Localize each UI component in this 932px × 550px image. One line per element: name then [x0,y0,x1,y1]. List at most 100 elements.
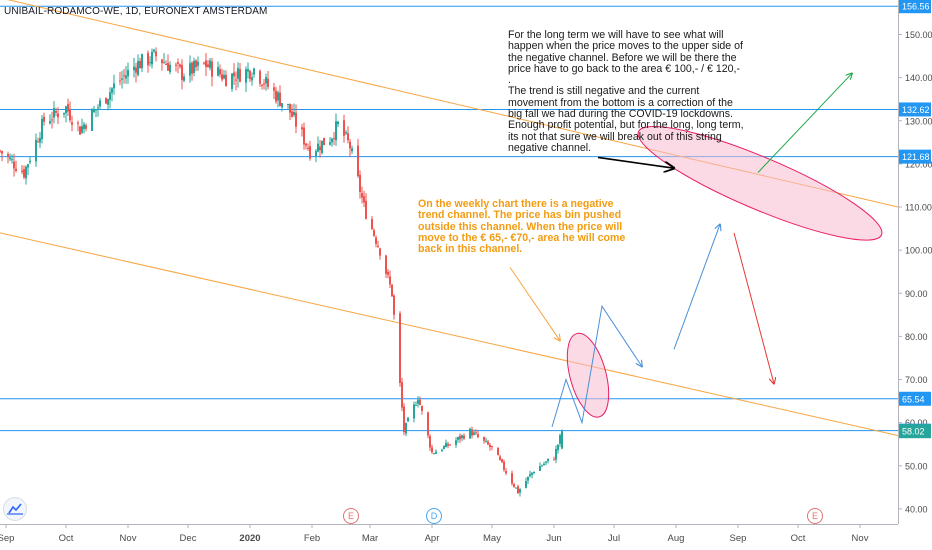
candle-body [407,417,409,422]
candle-body [15,168,17,171]
candle-body [349,141,351,149]
time-tick-label: Jun [546,533,561,544]
candle-body [431,447,433,453]
earnings-event-icon[interactable]: E [343,508,359,524]
candle-body [217,66,219,76]
candle-body [247,69,249,72]
price-tick-label: 80.00 [905,332,928,342]
time-tick-label: Sep [730,533,747,544]
time-tick-label: Nov [120,533,137,544]
candle-body [515,487,517,489]
candle-body [365,200,367,219]
candle-body [263,83,265,85]
candle-body [177,62,179,64]
time-tick-label: 2020 [239,533,260,544]
candle-body [0,150,1,152]
candle-body [315,150,317,157]
price-label: 65.54 [902,394,925,404]
candle-body [93,109,95,113]
candle-body [151,51,153,65]
time-tick-label: Oct [59,533,74,544]
candle-body [459,435,461,440]
candle-body [281,103,283,108]
candle-body [1,151,3,154]
candle-body [393,295,395,315]
candle-body [343,120,345,136]
candle-body [511,473,513,484]
candle-body [441,449,443,451]
candle-body [405,422,407,434]
candle-body [301,127,303,130]
price-tick-label: 90.00 [905,289,928,299]
candle-body [99,100,101,107]
candle-body [513,484,515,487]
candle-body [63,112,65,115]
candle-body [137,61,139,75]
candle-body [553,459,555,461]
candle-body [359,174,361,193]
weekly-channel-note[interactable]: On the weekly chart there is a negative … [418,198,626,256]
candle-body [503,461,505,470]
candle-body [13,161,15,169]
candle-body [153,49,155,52]
price-label-box [899,102,931,117]
candle-body [253,68,255,75]
time-tick-label: Mar [362,533,378,544]
candle-body [399,313,401,384]
candle-body [401,382,403,408]
candle-body [497,447,499,456]
candle-body [251,77,253,81]
candle-body [147,52,149,66]
candle-body [435,451,437,454]
candle-body [475,432,477,434]
drawn-arrow [673,224,720,350]
candle-body [293,112,295,116]
candle-body [541,465,543,467]
long-term-note[interactable]: For the long term we will have to see wh… [508,29,744,154]
time-tick-label: May [483,533,501,544]
candle-body [483,436,485,441]
candle-body [539,466,541,471]
candle-body [27,164,29,168]
earnings-event-icon[interactable]: E [807,508,823,524]
candle-body [189,63,191,76]
candle-body [209,60,211,68]
candle-body [469,428,471,439]
candle-body [53,107,55,118]
time-tick-label: Jul [608,533,620,544]
candle-body [237,67,239,79]
drawn-arrow [509,267,560,340]
candle-body [345,132,347,134]
candle-body [463,435,465,439]
candle-body [447,443,449,446]
dividend-event-icon[interactable]: D [426,508,442,524]
candle-body [239,69,241,82]
candle-body [109,92,111,100]
drawn-arrow [757,73,852,173]
candle-body [309,146,311,159]
candle-body [351,148,353,152]
time-tick-label: Feb [304,533,320,544]
candle-body [225,74,227,87]
candle-body [133,66,135,71]
candle-body [375,237,377,244]
candle-body [421,406,423,411]
target-ellipse [566,332,610,418]
candle-body [25,166,27,179]
candle-body [49,121,51,124]
candle-body [71,122,73,125]
tradingview-logo-icon[interactable] [3,497,27,521]
candle-body [165,64,167,66]
candle-body [35,139,37,162]
candle-body [9,157,11,160]
candle-body [223,74,225,79]
candle-body [77,122,79,124]
plot-area[interactable] [0,0,898,497]
candle-body [69,109,71,121]
price-tick-label: 40.00 [905,504,928,514]
candle-body [527,476,529,481]
candle-body [273,87,275,91]
candle-body [415,404,417,406]
